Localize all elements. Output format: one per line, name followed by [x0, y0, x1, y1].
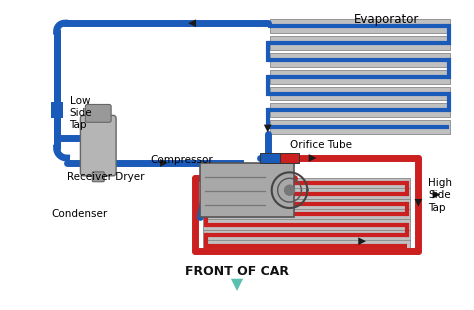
Bar [203, 230, 410, 241]
Bar [280, 153, 300, 163]
Text: Evaporator: Evaporator [354, 13, 419, 26]
Bar [270, 120, 450, 134]
Bar [270, 53, 450, 67]
Bar [203, 188, 410, 199]
Text: High
Side
Tap: High Side Tap [428, 178, 452, 213]
Bar [270, 19, 450, 33]
FancyBboxPatch shape [92, 172, 104, 182]
Bar [51, 103, 63, 118]
FancyBboxPatch shape [81, 115, 116, 176]
Text: FRONT OF CAR: FRONT OF CAR [185, 265, 289, 278]
Bar [203, 219, 410, 230]
Bar [270, 104, 450, 117]
FancyBboxPatch shape [85, 104, 111, 122]
Bar [203, 240, 410, 251]
Text: Receiver Dryer: Receiver Dryer [66, 172, 144, 182]
Bar [203, 199, 410, 210]
Bar [203, 178, 410, 189]
Bar [203, 209, 410, 220]
Text: Orifice Tube: Orifice Tube [290, 140, 352, 150]
Circle shape [284, 185, 294, 195]
Text: Condenser: Condenser [52, 210, 108, 219]
Bar [201, 163, 294, 217]
Text: Compressor: Compressor [151, 155, 213, 165]
Bar [270, 70, 450, 84]
Bar [260, 153, 280, 163]
Bar [270, 36, 450, 50]
Text: Low
Side
Tap: Low Side Tap [70, 95, 92, 130]
Bar [270, 86, 450, 100]
